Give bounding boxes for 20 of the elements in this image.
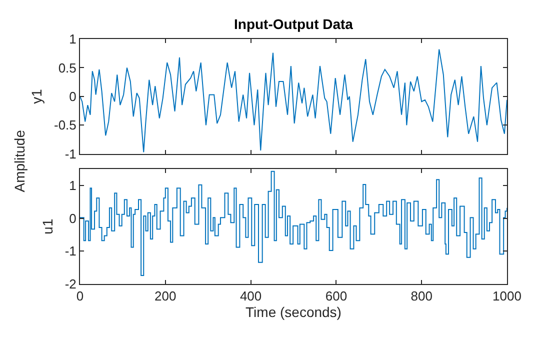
y-tick-label: -0.5 <box>54 118 76 133</box>
y-tick-label: -1 <box>64 244 76 259</box>
x-tick-label: 800 <box>410 288 432 304</box>
x-tick-label: 400 <box>240 288 262 304</box>
y-tick-label: -2 <box>64 276 76 292</box>
x-axis-title: Time (seconds) <box>246 304 342 320</box>
x-tick-label: 1000 <box>492 288 522 304</box>
y-tick-label: 0 <box>69 89 76 104</box>
y-tick-label: 1 <box>69 178 76 194</box>
y-axis-title: u1 <box>39 218 56 234</box>
x-tick-label: 200 <box>154 288 176 304</box>
y-tick-label: 1 <box>69 32 76 47</box>
y-tick-label: -1 <box>64 146 76 162</box>
line-series <box>80 48 507 153</box>
y-tick-label: 0.5 <box>58 60 76 76</box>
x-tick-label: 600 <box>325 288 348 304</box>
text: Amplitude <box>11 130 28 192</box>
y-tick-label: 0 <box>69 210 76 226</box>
chart-title: Input-Output Data <box>234 16 354 32</box>
y-axis-title: y1 <box>28 88 45 104</box>
